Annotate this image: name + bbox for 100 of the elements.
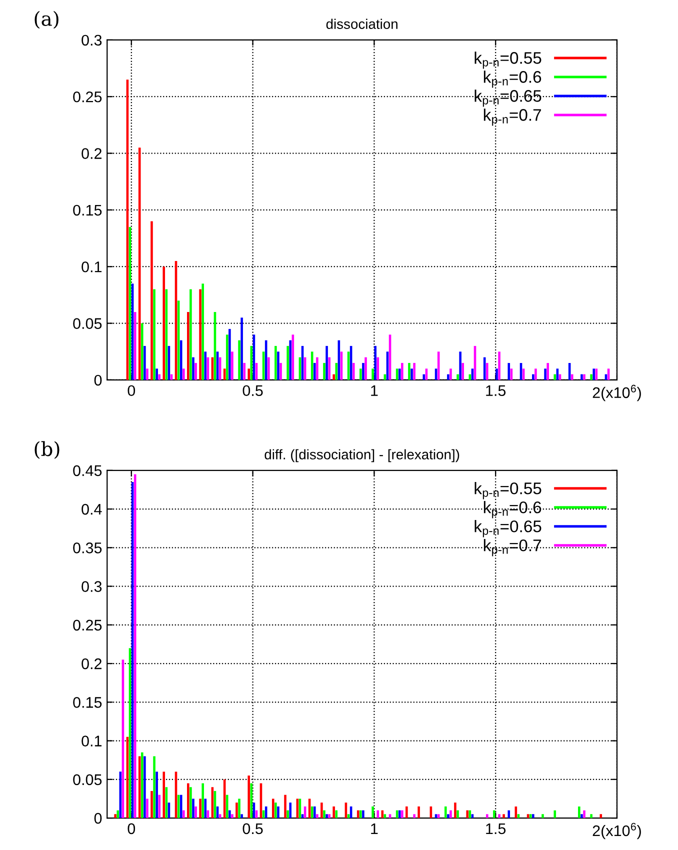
x-tick-label: 2(x10$^{6}$) xyxy=(592,384,641,402)
bar xyxy=(162,772,166,818)
chart-title: dissociation xyxy=(326,18,398,29)
bar xyxy=(194,806,197,818)
bar xyxy=(459,352,462,380)
bar xyxy=(199,289,202,380)
bar xyxy=(398,368,401,380)
bar xyxy=(274,346,277,380)
bar xyxy=(384,814,386,818)
bar xyxy=(202,284,204,380)
bar xyxy=(286,346,289,380)
bar xyxy=(144,346,146,380)
bar xyxy=(570,374,574,380)
bar xyxy=(388,814,392,818)
bar xyxy=(320,802,323,818)
bar xyxy=(187,312,190,380)
bar xyxy=(496,368,498,380)
bar xyxy=(289,802,292,818)
bar xyxy=(364,357,367,380)
bar xyxy=(328,357,330,380)
y-tick-label: 0.05 xyxy=(73,774,102,786)
text: (a) xyxy=(34,10,58,29)
bar xyxy=(498,352,500,380)
bar xyxy=(471,814,474,818)
bar xyxy=(532,814,534,818)
bar xyxy=(187,783,190,818)
bar xyxy=(360,810,362,818)
y-tick-label: 0.3 xyxy=(82,581,102,592)
bar xyxy=(450,368,452,380)
bar xyxy=(323,810,326,818)
bar xyxy=(150,791,153,818)
bar xyxy=(231,814,234,818)
bar xyxy=(326,814,328,818)
x-tick-label: 1 xyxy=(371,823,378,834)
bar xyxy=(150,221,153,380)
bar xyxy=(204,798,207,818)
bar xyxy=(180,340,182,380)
y-tick-label: 0.2 xyxy=(82,658,102,670)
bar xyxy=(362,362,364,380)
legend-label: k$_{p-n}$=0.55 xyxy=(474,482,542,500)
bar xyxy=(580,814,583,818)
chart-title: diff. ([dissociation] - [relexation]) xyxy=(264,449,460,462)
y-tick-label: 0.4 xyxy=(82,504,102,515)
y-tick-label: 0.1 xyxy=(82,261,102,272)
bar xyxy=(422,374,426,380)
y-tick-label: 0.05 xyxy=(73,318,102,329)
bar xyxy=(486,814,488,818)
bar xyxy=(194,362,197,380)
x-tick-label: 1.5 xyxy=(486,823,506,834)
bar xyxy=(140,752,144,818)
bar xyxy=(450,810,452,818)
y-tick-label: 0 xyxy=(94,812,102,824)
bar xyxy=(434,814,438,818)
bar xyxy=(418,806,420,818)
bar xyxy=(554,374,556,380)
bar xyxy=(289,340,292,380)
bar xyxy=(153,756,156,818)
y-tick-label: 0.25 xyxy=(73,91,102,102)
bar xyxy=(240,318,243,380)
bar xyxy=(508,810,510,818)
bar xyxy=(228,810,231,818)
y-tick-label: 0 xyxy=(94,374,102,386)
bar xyxy=(413,362,416,380)
bar xyxy=(592,368,595,380)
bar xyxy=(376,357,380,380)
bar xyxy=(218,814,222,818)
bar xyxy=(372,368,374,380)
bar xyxy=(529,814,532,818)
bar xyxy=(277,352,280,380)
bar xyxy=(372,806,374,818)
bar xyxy=(360,368,362,380)
bar xyxy=(192,798,194,818)
bar xyxy=(381,810,384,818)
bar xyxy=(590,374,592,380)
bar xyxy=(444,806,447,818)
bar xyxy=(250,346,253,380)
bar xyxy=(583,374,586,380)
x-tick-label: 0.5 xyxy=(242,385,263,396)
y-tick-label: 0.15 xyxy=(73,204,102,216)
bar xyxy=(267,357,270,380)
bar xyxy=(114,814,116,818)
legend-label: k$_{p-n}$=0.7 xyxy=(484,539,541,556)
legend-label: k$_{p-n}$=0.7 xyxy=(484,108,541,126)
bar xyxy=(374,346,376,380)
bar xyxy=(410,368,413,380)
bar xyxy=(362,810,364,818)
bar xyxy=(508,362,510,380)
bar xyxy=(228,328,231,380)
x-tick-label: 0.5 xyxy=(242,823,263,834)
bar xyxy=(447,814,450,818)
bar xyxy=(406,806,408,818)
bar xyxy=(326,346,328,380)
x-tick-label: 0 xyxy=(128,823,136,834)
bar xyxy=(347,814,350,818)
bar xyxy=(332,374,335,380)
legend-label: k$_{p-n}$=0.6 xyxy=(484,70,542,88)
bar xyxy=(156,368,158,380)
legend-label: k$_{p-n}$=0.65 xyxy=(474,90,542,107)
bar xyxy=(146,798,148,818)
bar xyxy=(182,810,185,818)
